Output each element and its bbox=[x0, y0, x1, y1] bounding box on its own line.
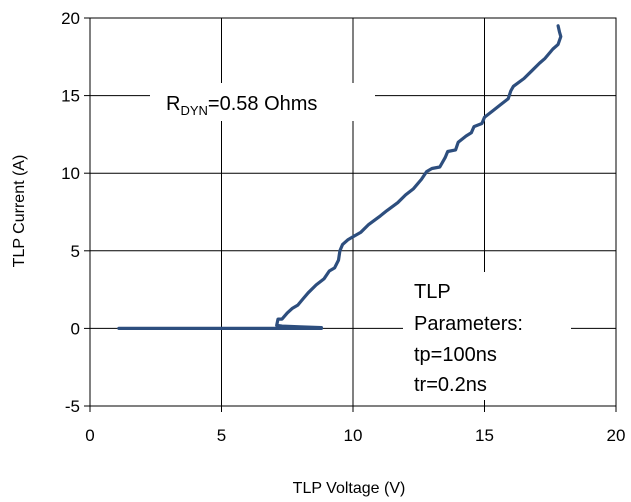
x-tick-label: 20 bbox=[607, 426, 626, 445]
plot-frame bbox=[84, 17, 617, 412]
tlp-params-box bbox=[403, 272, 571, 400]
y-axis-title: TLP Current (A) bbox=[11, 155, 28, 268]
tick-labels: -5 0 5 10 15 20 0 5 10 15 20 bbox=[61, 9, 625, 445]
rdyn-main: R bbox=[166, 93, 180, 115]
y-tick-label: 5 bbox=[71, 242, 80, 261]
x-tick-label: 5 bbox=[217, 426, 226, 445]
y-tick-label: 0 bbox=[71, 319, 80, 338]
y-tick-label: 10 bbox=[61, 164, 80, 183]
rdyn-subscript: DYN bbox=[180, 103, 207, 118]
rdyn-annotation: RDYN=0.58 Ohms bbox=[166, 93, 317, 118]
tlp-params-line-1: TLP bbox=[414, 281, 451, 303]
y-tick-label: -5 bbox=[65, 397, 80, 416]
series-layer bbox=[117, 24, 563, 330]
y-tick-label: 15 bbox=[61, 87, 80, 106]
rdyn-label-box bbox=[150, 83, 375, 121]
x-tick-label: 15 bbox=[475, 426, 494, 445]
tlp-params-line-3: tp=100ns bbox=[414, 344, 497, 366]
x-axis-title: TLP Voltage (V) bbox=[293, 480, 406, 497]
rdyn-value: =0.58 Ohms bbox=[208, 93, 318, 115]
tlp-params-line-4: tr=0.2ns bbox=[414, 374, 487, 396]
y-tick-label: 20 bbox=[61, 9, 80, 28]
tlp-params-line-2: Parameters: bbox=[414, 313, 523, 335]
series-line bbox=[117, 24, 563, 330]
x-tick-label: 10 bbox=[344, 426, 363, 445]
x-tick-label: 0 bbox=[85, 426, 94, 445]
